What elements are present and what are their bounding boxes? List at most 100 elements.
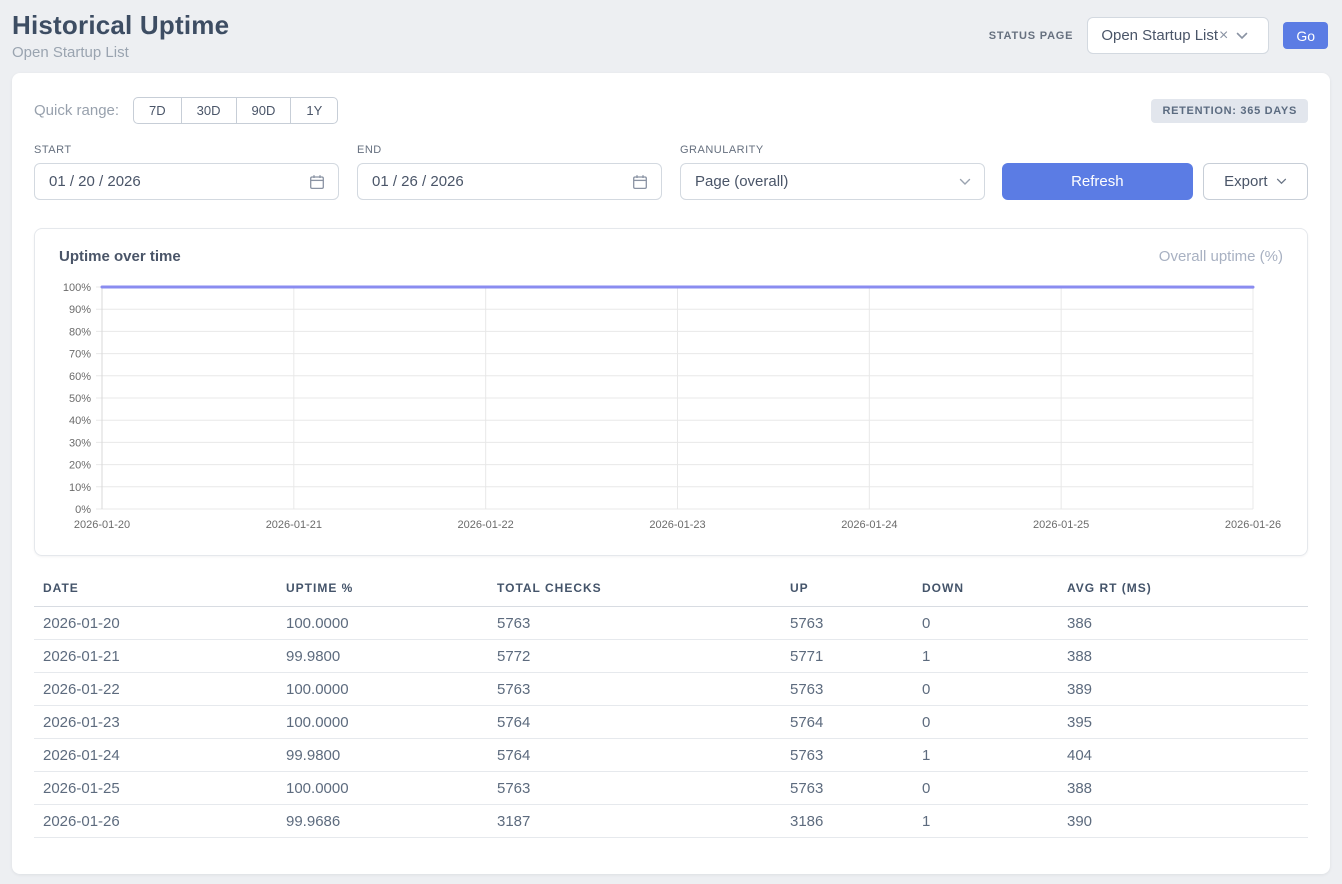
table-row: 2026-01-22100.0000576357630389 <box>34 673 1308 706</box>
table-cell: 100.0000 <box>277 673 488 706</box>
table-cell: 5763 <box>781 607 913 640</box>
page-title: Historical Uptime <box>12 10 229 41</box>
svg-text:2026-01-21: 2026-01-21 <box>266 519 322 531</box>
table-cell: 99.9800 <box>277 640 488 673</box>
quick-range-7d[interactable]: 7D <box>133 97 182 124</box>
chart-title: Uptime over time <box>59 248 181 265</box>
go-button[interactable]: Go <box>1283 22 1328 49</box>
table-cell: 5763 <box>488 673 781 706</box>
table-cell: 5763 <box>781 739 913 772</box>
table-cell: 100.0000 <box>277 607 488 640</box>
table-row: 2026-01-2199.9800577257711388 <box>34 640 1308 673</box>
table-header-row: DATEUPTIME %TOTAL CHECKSUPDOWNAVG RT (MS… <box>34 581 1308 607</box>
table-cell: 0 <box>913 772 1058 805</box>
uptime-line-chart: 100%90%80%70%60%50%40%30%20%10%0%2026-01… <box>57 277 1287 539</box>
table-cell: 386 <box>1058 607 1308 640</box>
end-date-value: 01 / 26 / 2026 <box>372 173 464 190</box>
granularity-label: GRANULARITY <box>680 144 985 156</box>
main-card: Quick range: 7D30D90D1Y RETENTION: 365 D… <box>12 73 1330 874</box>
svg-text:30%: 30% <box>69 437 91 449</box>
table-cell: 395 <box>1058 706 1308 739</box>
export-button[interactable]: Export <box>1203 163 1308 200</box>
status-page-select[interactable]: Open Startup List × <box>1087 17 1269 54</box>
export-button-label: Export <box>1224 173 1267 190</box>
svg-text:0%: 0% <box>75 504 91 516</box>
table-cell: 5763 <box>781 772 913 805</box>
chart-legend-label: Overall uptime (%) <box>1159 248 1283 265</box>
quick-range-1y[interactable]: 1Y <box>290 97 338 124</box>
svg-text:2026-01-20: 2026-01-20 <box>74 519 130 531</box>
chevron-down-icon <box>1236 32 1248 40</box>
calendar-icon[interactable] <box>309 174 325 190</box>
table-cell: 99.9686 <box>277 805 488 838</box>
page-header: Historical Uptime Open Startup List STAT… <box>0 0 1342 61</box>
table-cell: 2026-01-20 <box>34 607 277 640</box>
granularity-select[interactable]: Page (overall) <box>680 163 985 200</box>
end-label: END <box>357 144 662 156</box>
svg-text:2026-01-26: 2026-01-26 <box>1225 519 1281 531</box>
status-page-label: STATUS PAGE <box>989 30 1074 42</box>
status-page-value: Open Startup List <box>1101 27 1218 44</box>
table-cell: 5772 <box>488 640 781 673</box>
svg-text:2026-01-22: 2026-01-22 <box>458 519 514 531</box>
table-cell: 1 <box>913 640 1058 673</box>
column-header: AVG RT (MS) <box>1058 581 1308 607</box>
filters-row: START 01 / 20 / 2026 END 01 / 26 / 2026 … <box>34 144 1308 200</box>
svg-text:20%: 20% <box>69 460 91 472</box>
svg-text:70%: 70% <box>69 349 91 361</box>
svg-text:10%: 10% <box>69 482 91 494</box>
table-cell: 2026-01-24 <box>34 739 277 772</box>
table-cell: 388 <box>1058 772 1308 805</box>
quick-range-label: Quick range: <box>34 102 119 119</box>
clear-icon[interactable]: × <box>1219 27 1228 45</box>
end-date-input[interactable]: 01 / 26 / 2026 <box>357 163 662 200</box>
column-header: DOWN <box>913 581 1058 607</box>
chart-card: Uptime over time Overall uptime (%) 100%… <box>34 228 1308 556</box>
table-cell: 0 <box>913 706 1058 739</box>
table-cell: 99.9800 <box>277 739 488 772</box>
table-cell: 1 <box>913 805 1058 838</box>
column-header: TOTAL CHECKS <box>488 581 781 607</box>
status-page-controls: STATUS PAGE Open Startup List × Go <box>989 17 1328 54</box>
table-cell: 390 <box>1058 805 1308 838</box>
table-cell: 100.0000 <box>277 706 488 739</box>
column-header: DATE <box>34 581 277 607</box>
quick-range-90d[interactable]: 90D <box>236 97 292 124</box>
column-header: UP <box>781 581 913 607</box>
table-row: 2026-01-20100.0000576357630386 <box>34 607 1308 640</box>
chevron-down-icon <box>959 178 971 186</box>
uptime-table: DATEUPTIME %TOTAL CHECKSUPDOWNAVG RT (MS… <box>34 581 1308 838</box>
svg-text:60%: 60% <box>69 371 91 383</box>
chevron-down-icon <box>1276 178 1287 185</box>
table-cell: 3186 <box>781 805 913 838</box>
table-cell: 2026-01-23 <box>34 706 277 739</box>
svg-text:2026-01-23: 2026-01-23 <box>649 519 705 531</box>
start-date-input[interactable]: 01 / 20 / 2026 <box>34 163 339 200</box>
table-row: 2026-01-25100.0000576357630388 <box>34 772 1308 805</box>
svg-text:100%: 100% <box>63 282 91 294</box>
retention-badge: RETENTION: 365 DAYS <box>1151 99 1308 123</box>
table-cell: 388 <box>1058 640 1308 673</box>
table-cell: 5771 <box>781 640 913 673</box>
title-block: Historical Uptime Open Startup List <box>12 10 229 61</box>
svg-text:2026-01-25: 2026-01-25 <box>1033 519 1089 531</box>
start-date-value: 01 / 20 / 2026 <box>49 173 141 190</box>
table-row: 2026-01-2699.9686318731861390 <box>34 805 1308 838</box>
table-cell: 5763 <box>781 673 913 706</box>
table-cell: 5764 <box>781 706 913 739</box>
table-cell: 2026-01-25 <box>34 772 277 805</box>
table-row: 2026-01-2499.9800576457631404 <box>34 739 1308 772</box>
svg-text:40%: 40% <box>69 415 91 427</box>
quick-range-30d[interactable]: 30D <box>181 97 237 124</box>
table-cell: 5764 <box>488 739 781 772</box>
table-cell: 2026-01-22 <box>34 673 277 706</box>
table-cell: 1 <box>913 739 1058 772</box>
table-cell: 3187 <box>488 805 781 838</box>
table-cell: 100.0000 <box>277 772 488 805</box>
svg-text:90%: 90% <box>69 304 91 316</box>
calendar-icon[interactable] <box>632 174 648 190</box>
refresh-button[interactable]: Refresh <box>1002 163 1193 200</box>
chart-header: Uptime over time Overall uptime (%) <box>57 248 1285 265</box>
quick-range-group: 7D30D90D1Y <box>133 97 338 124</box>
column-header: UPTIME % <box>277 581 488 607</box>
